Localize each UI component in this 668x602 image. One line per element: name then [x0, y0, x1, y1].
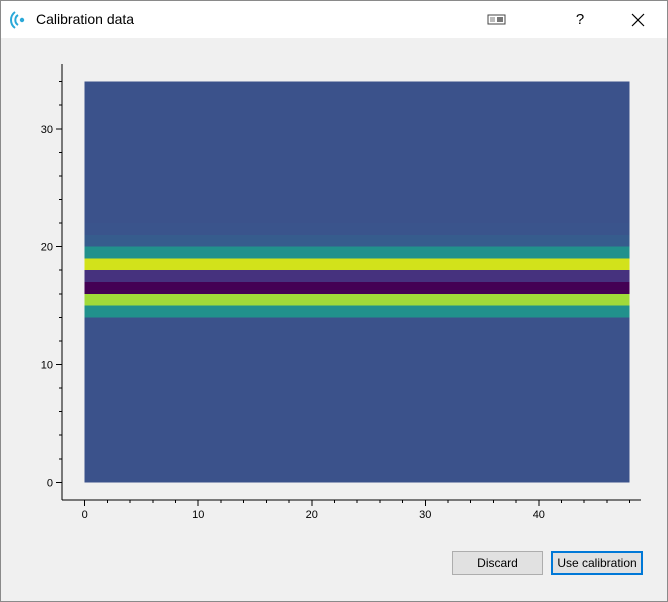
x-tick-label: 0: [82, 509, 88, 521]
title-bar: Calibration data ?: [1, 1, 667, 38]
signal-waves-icon: [10, 11, 25, 29]
heatmap-band: [84, 270, 630, 282]
y-tick-label: 20: [41, 242, 53, 254]
heatmap-band: [84, 234, 630, 247]
window-mode-icon: [487, 14, 506, 24]
window-title: Calibration data: [36, 11, 135, 27]
heatmap-band: [84, 81, 630, 224]
x-tick-label: 30: [419, 509, 431, 521]
heatmap-band: [84, 317, 630, 483]
y-tick-label: 30: [41, 124, 53, 136]
close-icon: [631, 13, 645, 26]
calibration-heatmap: 0 10 20 30 0 10 20 30 40: [41, 64, 641, 521]
heatmap-band: [84, 293, 630, 306]
use-calibration-button[interactable]: Use calibration: [551, 551, 643, 575]
close-button[interactable]: [615, 1, 661, 38]
y-tick-label: 10: [41, 359, 53, 371]
heatmap-band: [84, 305, 630, 318]
context-help-toggle-button[interactable]: [474, 1, 520, 38]
heatmap-band: [84, 258, 630, 271]
discard-button[interactable]: Discard: [452, 551, 543, 575]
heatmap-band: [84, 282, 630, 294]
y-tick-label: 0: [47, 477, 53, 489]
help-button[interactable]: ?: [575, 11, 585, 28]
x-tick-label: 20: [306, 509, 318, 521]
heatmap-band: [84, 223, 630, 235]
x-tick-label: 40: [533, 509, 545, 521]
heatmap-band: [84, 246, 630, 259]
x-tick-label: 10: [192, 509, 204, 521]
